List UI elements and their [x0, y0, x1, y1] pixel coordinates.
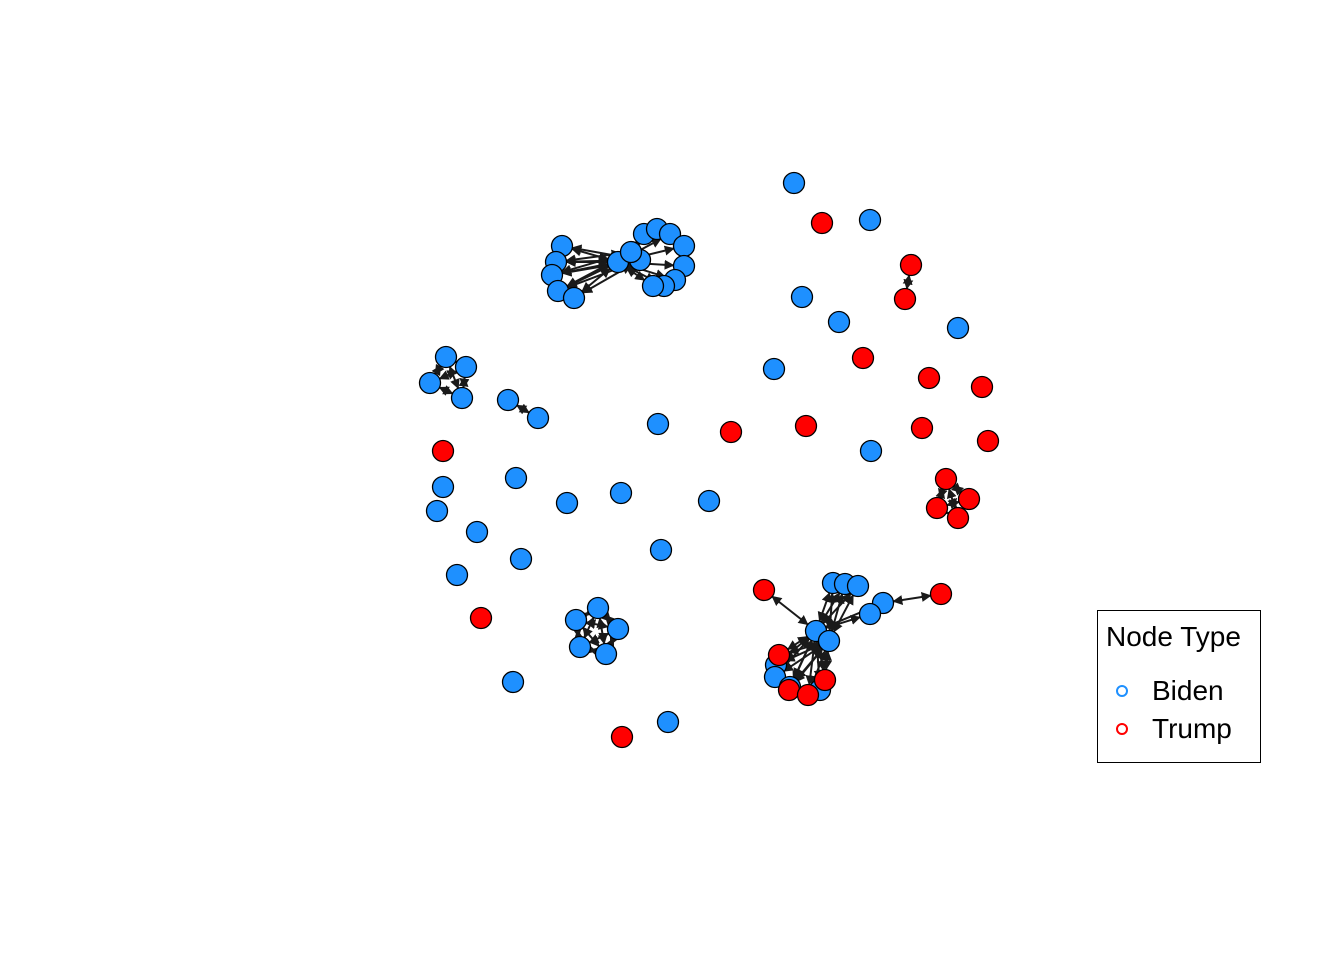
node-biden [846, 574, 870, 598]
node-biden [562, 286, 586, 310]
node-trump [910, 416, 934, 440]
graph-edge [596, 617, 608, 645]
graph-edge [438, 385, 454, 396]
node-biden [568, 635, 592, 659]
graph-edge [585, 644, 601, 657]
node-biden [504, 466, 528, 490]
node-biden [619, 240, 643, 264]
legend: Node Type Biden Trump [1097, 610, 1261, 763]
graph-edge [516, 403, 530, 415]
graph-edge [833, 594, 854, 633]
legend-label-trump: Trump [1152, 713, 1232, 744]
graph-edge [605, 634, 619, 649]
node-biden [586, 596, 610, 620]
node-trump [767, 643, 791, 667]
graph-edge [431, 363, 445, 377]
node-biden [672, 234, 696, 258]
node-trump [899, 253, 923, 277]
node-biden [418, 371, 442, 395]
node-trump [957, 487, 981, 511]
node-trump [813, 668, 837, 692]
node-biden [697, 489, 721, 513]
graph-edge [892, 592, 932, 605]
node-biden [656, 710, 680, 734]
node-biden [946, 316, 970, 340]
node-biden [782, 171, 806, 195]
node-trump [925, 496, 949, 520]
node-biden [496, 388, 520, 412]
graph-edge [822, 650, 832, 671]
node-biden [594, 642, 618, 666]
node-trump [929, 582, 953, 606]
legend-item-trump: Trump [1116, 711, 1232, 747]
node-biden [434, 345, 458, 369]
node-biden [858, 602, 882, 626]
node-biden [509, 547, 533, 571]
node-biden [827, 310, 851, 334]
node-biden [762, 357, 786, 381]
node-biden [431, 475, 455, 499]
node-trump [777, 678, 801, 702]
node-biden [465, 520, 489, 544]
legend-marker-biden [1116, 685, 1128, 697]
node-trump [796, 683, 820, 707]
node-biden [641, 274, 665, 298]
node-biden [501, 670, 525, 694]
node-trump [469, 606, 493, 630]
node-biden [609, 481, 633, 505]
graph-edge [935, 487, 948, 500]
graph-edge [771, 595, 809, 626]
node-trump [810, 211, 834, 235]
node-trump [794, 414, 818, 438]
node-biden [555, 491, 579, 515]
graph-edge [438, 370, 458, 380]
node-trump [917, 366, 941, 390]
node-biden [859, 439, 883, 463]
node-biden [526, 406, 550, 430]
graph-edge [951, 482, 964, 496]
legend-label-biden: Biden [1152, 675, 1224, 706]
node-biden [858, 208, 882, 232]
node-trump [934, 467, 958, 491]
legend-title: Node Type [1106, 621, 1241, 652]
node-biden [817, 629, 841, 653]
graph-edge [458, 376, 470, 389]
graph-edge [572, 626, 584, 641]
node-biden [564, 608, 588, 632]
graph-edge [788, 641, 820, 655]
node-biden [649, 538, 673, 562]
node-trump [431, 439, 455, 463]
node-trump [946, 506, 970, 530]
node-biden [646, 412, 670, 436]
node-biden [450, 386, 474, 410]
node-trump [970, 375, 994, 399]
nodes-layer [418, 171, 1000, 749]
node-trump [610, 725, 634, 749]
graph-edge [585, 619, 609, 630]
graph-edge [902, 274, 914, 290]
node-biden [445, 563, 469, 587]
node-trump [719, 420, 743, 444]
node-biden [425, 499, 449, 523]
edges-layer [431, 235, 973, 687]
node-trump [893, 287, 917, 311]
legend-marker-trump [1116, 723, 1128, 735]
node-biden [790, 285, 814, 309]
node-trump [752, 578, 776, 602]
legend-item-biden: Biden [1116, 673, 1224, 709]
node-biden [606, 617, 630, 641]
graph-edge [578, 606, 596, 622]
node-trump [976, 429, 1000, 453]
graph-edge [600, 611, 616, 626]
node-biden [454, 355, 478, 379]
node-trump [851, 346, 875, 370]
